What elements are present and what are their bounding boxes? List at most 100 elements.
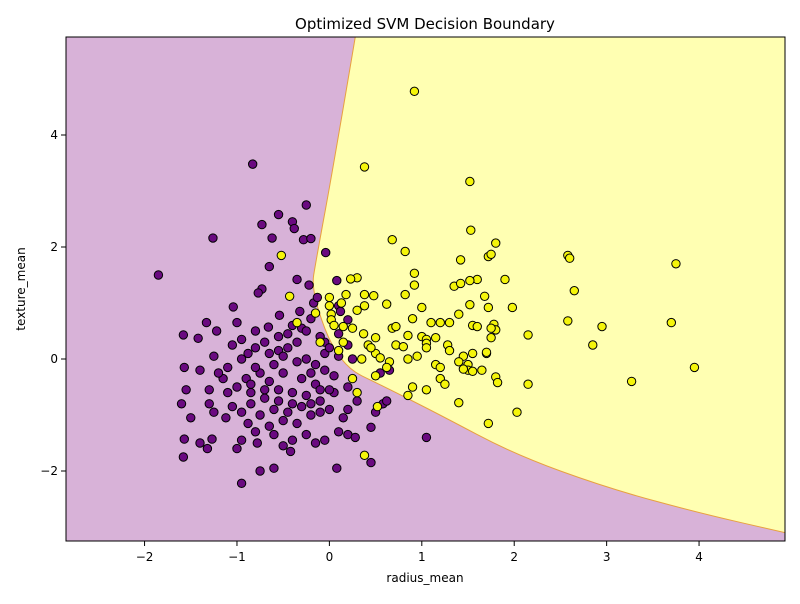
data-point-class-1 [467, 366, 478, 377]
data-point-class-0 [366, 457, 376, 468]
y-axis-label: texture_mean [14, 247, 28, 330]
data-point-class-0 [381, 396, 392, 406]
y-tick-label: 4 [50, 128, 58, 142]
data-point-class-0 [246, 387, 256, 398]
data-point-class-0 [287, 387, 298, 398]
data-point-class-0 [292, 357, 302, 367]
data-point-class-1 [409, 86, 420, 97]
data-point-class-1 [435, 317, 445, 328]
data-point-class-0 [301, 200, 311, 210]
data-point-class-0 [236, 334, 247, 345]
data-point-class-1 [671, 259, 681, 269]
data-point-class-0 [283, 329, 293, 339]
data-point-class-0 [289, 223, 299, 234]
data-point-class-0 [227, 401, 238, 412]
data-point-class-0 [179, 434, 189, 444]
data-point-class-0 [186, 413, 196, 423]
data-point-class-0 [332, 275, 342, 286]
data-point-class-0 [292, 274, 302, 285]
data-point-class-1 [391, 321, 401, 332]
data-point-class-0 [421, 432, 432, 443]
data-point-class-1 [481, 347, 492, 357]
data-point-class-0 [227, 340, 238, 350]
data-point-class-0 [181, 385, 191, 395]
data-point-class-1 [412, 351, 422, 361]
data-point-class-0 [255, 466, 265, 476]
data-point-class-0 [236, 407, 247, 417]
data-point-class-1 [454, 397, 464, 408]
data-point-class-1 [359, 450, 370, 461]
data-point-class-0 [320, 365, 330, 375]
data-point-class-1 [409, 268, 420, 279]
data-point-class-1 [430, 333, 441, 343]
data-point-class-1 [454, 357, 464, 367]
data-point-class-1 [491, 238, 501, 248]
data-point-class-0 [236, 478, 247, 489]
data-point-class-0 [207, 434, 217, 444]
data-point-class-0 [179, 362, 189, 373]
data-point-class-0 [269, 463, 279, 473]
data-point-class-1 [403, 354, 413, 364]
data-point-class-0 [350, 432, 360, 443]
plot-area: −2 −1 0 1 2 3 4 −2 0 2 4 [40, 36, 786, 564]
data-point-class-0 [324, 385, 335, 395]
data-point-class-1 [597, 321, 607, 332]
data-point-class-1 [284, 291, 295, 301]
data-point-class-0 [320, 435, 330, 445]
data-point-class-0 [283, 343, 293, 353]
data-point-class-0 [347, 354, 358, 364]
data-point-class-0 [278, 441, 288, 451]
data-point-class-1 [477, 365, 487, 375]
data-point-class-1 [381, 362, 392, 373]
data-point-class-0 [306, 399, 316, 409]
data-point-class-0 [259, 385, 270, 395]
data-point-class-0 [292, 418, 302, 429]
data-point-class-0 [221, 413, 231, 423]
data-point-class-1 [426, 317, 436, 328]
data-point-class-1 [507, 302, 518, 313]
data-point-class-0 [343, 315, 353, 325]
data-point-class-0 [278, 351, 288, 361]
data-point-class-1 [407, 313, 418, 324]
data-point-class-0 [223, 387, 233, 398]
data-point-class-1 [369, 291, 379, 301]
data-point-class-1 [324, 292, 335, 303]
x-tick-label: 2 [510, 550, 518, 564]
data-point-class-1 [333, 345, 344, 356]
data-point-class-0 [267, 233, 277, 243]
data-point-class-0 [236, 354, 247, 364]
data-point-class-1 [358, 329, 369, 339]
data-point-class-0 [310, 438, 321, 448]
data-point-class-0 [329, 371, 339, 381]
data-point-class-0 [250, 326, 261, 336]
data-point-class-0 [320, 247, 331, 258]
data-point-class-0 [195, 438, 205, 448]
data-point-class-0 [269, 404, 279, 415]
data-point-class-0 [292, 337, 302, 347]
y-tick-label: 0 [50, 352, 58, 366]
data-point-class-1 [465, 176, 475, 187]
data-point-class-0 [178, 452, 189, 462]
data-point-class-1 [465, 275, 475, 286]
data-point-class-1 [409, 280, 420, 290]
data-point-class-0 [301, 429, 311, 440]
data-point-class-1 [483, 302, 494, 313]
data-point-class-0 [178, 330, 189, 340]
data-point-class-0 [306, 410, 316, 420]
data-point-class-1 [666, 317, 677, 328]
data-point-class-0 [301, 326, 311, 336]
data-point-class-1 [403, 390, 413, 401]
data-point-class-0 [193, 333, 203, 343]
data-point-class-0 [264, 376, 275, 387]
data-point-class-0 [296, 373, 307, 384]
data-point-class-1 [338, 337, 348, 347]
data-point-class-1 [372, 401, 383, 412]
data-point-class-1 [421, 385, 432, 395]
x-axis-label: radius_mean [386, 571, 463, 585]
data-point-class-0 [246, 379, 256, 389]
data-point-class-1 [403, 330, 413, 341]
data-point-class-0 [283, 407, 293, 417]
data-point-class-1 [359, 289, 370, 300]
chart-title: Optimized SVM Decision Boundary [295, 15, 555, 33]
data-point-class-1 [336, 298, 347, 308]
